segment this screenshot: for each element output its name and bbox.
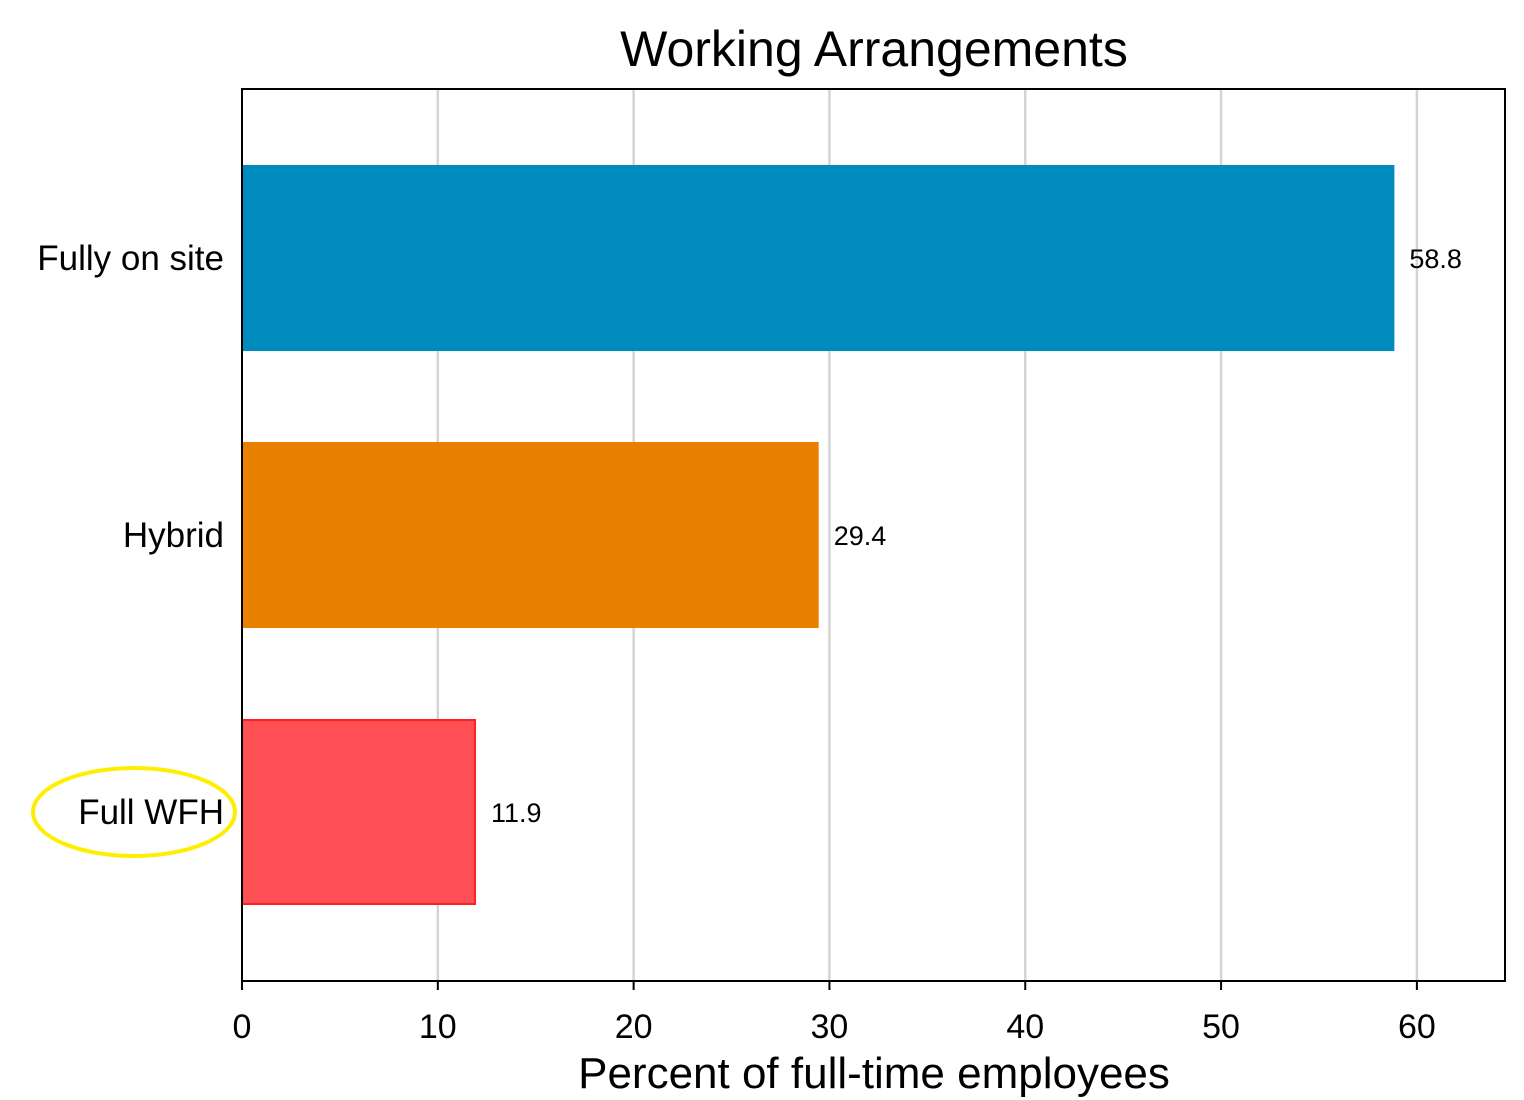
x-tick-label-40: 40 [1006, 1008, 1044, 1046]
x-tick-label-0: 0 [233, 1008, 252, 1046]
bar-hybrid [241, 442, 819, 628]
highlight-ellipse [31, 766, 237, 858]
category-label-fully-on-site: Fully on site [37, 239, 224, 278]
value-label-fully-on-site: 58.8 [1409, 244, 1462, 274]
value-label-full-wfh: 11.9 [491, 798, 542, 828]
label-layer: Fully on site 58.8 Hybrid 29.4 Full WFH 11.9 [37, 239, 1462, 832]
bar-full-wfh [241, 719, 477, 905]
x-tick-label-20: 20 [615, 1008, 653, 1046]
x-axis-title: Percent of full-time employees [578, 1049, 1170, 1098]
value-label-hybrid: 29.4 [834, 521, 887, 551]
x-tick-label-60: 60 [1398, 1008, 1436, 1046]
x-axis-ticks: 0 10 20 30 40 50 60 [233, 981, 1436, 1046]
category-label-hybrid: Hybrid [123, 516, 224, 555]
x-tick-label-30: 30 [811, 1008, 849, 1046]
bar-layer [241, 165, 1395, 905]
bar-fully-on-site [241, 165, 1395, 351]
plot-frame [241, 88, 1506, 982]
category-label-full-wfh: Full WFH [78, 793, 224, 832]
chart-title: Working Arrangements [620, 21, 1128, 77]
x-tick-label-10: 10 [419, 1008, 457, 1046]
x-tick-label-50: 50 [1202, 1008, 1240, 1046]
highlight-layer [31, 766, 237, 858]
